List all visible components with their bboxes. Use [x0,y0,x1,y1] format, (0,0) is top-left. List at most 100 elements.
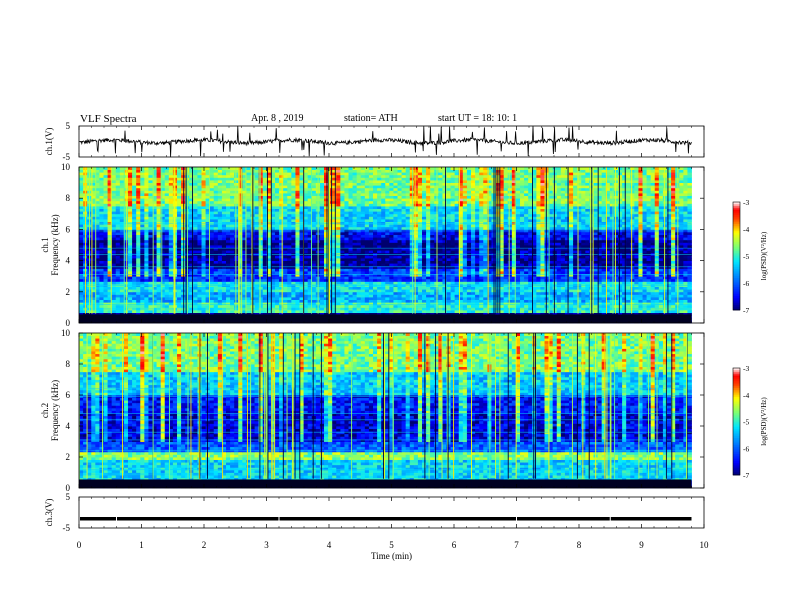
spectrogram-cell [279,286,284,290]
spectrogram-cell [601,278,607,282]
spectrogram-cell [507,242,513,246]
spectrogram-cell [197,242,202,246]
spectrogram-cell [487,273,492,277]
spectrogram-cell [336,302,341,306]
spectrogram-cell [226,281,231,285]
spectrogram-cell [389,310,394,313]
spectrogram-cell [324,299,329,303]
spectrogram-cell [275,245,280,248]
spectrogram-cell [115,268,121,272]
spectrogram-cell [107,265,113,269]
spectrogram-cell [364,245,370,248]
spectrogram-cell [230,265,235,269]
spectrogram-cell [201,268,206,272]
spectrogram-cell [324,242,329,246]
spectrogram-cell [442,297,447,300]
spectrogram-cell [597,312,603,316]
spectrogram-cell [499,250,505,254]
spectrogram-cell [91,302,96,306]
spectrogram-cell [283,268,288,272]
spectrogram-cell [262,310,268,313]
spectrogram-cell [397,273,402,277]
spectrogram-cell [662,245,668,248]
spectrogram-cell [507,302,513,306]
spectrogram-cell [438,271,443,274]
spectrogram-cell [524,263,529,267]
spectrogram-cell [91,237,96,241]
spectrogram-cell [540,299,545,303]
spectrogram-cell [426,273,431,277]
spectrogram-cell [462,302,468,306]
spectrogram-cell [552,291,558,295]
spectrogram-cell [679,260,684,264]
spectrogram-cell [266,281,272,285]
spectrogram-cell [156,265,162,269]
spectrogram-cell [119,291,125,295]
spectrogram-cell [291,271,296,274]
spectrogram-cell [540,289,545,293]
spectrogram-cell [430,263,435,267]
spectrogram-cell [234,265,239,269]
spectrogram-cell [242,302,247,306]
spectrogram-cell [279,299,284,303]
spectrogram-cell [654,312,660,316]
spectrogram-cell [450,312,456,316]
spectrogram-cell [650,281,656,285]
spectrogram-cell [364,271,370,274]
spectrogram-cell [140,291,145,295]
spectrogram-cell [205,281,211,285]
spectrogram-cell [340,312,345,316]
spectrogram-cell [618,258,623,261]
spectrogram-cell [556,263,562,267]
spectrogram-cell [597,250,603,254]
spectrogram-cell [609,299,615,303]
spectrogram-cell [446,312,451,316]
spectrogram-cell [360,239,366,243]
spectrogram-cell [340,265,345,269]
spectrogram-cell [552,299,558,303]
spectrogram-cell [242,278,247,282]
spectrogram-cell [413,247,419,251]
spectrogram-cell [160,263,166,267]
spectrogram-cell [356,297,362,300]
spectrogram-cell [217,276,223,280]
spectrogram-cell [201,258,206,261]
spectrogram-cell [201,276,206,280]
spectrogram-cell [646,268,652,272]
spectrogram-cell [295,268,300,272]
spectrogram-cell [205,299,211,303]
spectrogram-cell [242,245,247,248]
spectrogram-cell [217,258,223,261]
spectrogram-cell [307,299,313,303]
spectrogram-cell [401,268,407,272]
spectrogram-cell [140,250,145,254]
spectrogram-cell [201,247,206,251]
spectrogram-cell [438,245,443,248]
spectrogram-cell [344,263,349,267]
spectrogram-cell [401,297,407,300]
spectrogram-cell [287,276,292,280]
spectrogram-cell [552,304,558,308]
spectrogram-cell [103,310,108,313]
spectrogram-cell [226,291,231,295]
spectrogram-cell [103,286,108,290]
spectrogram-cell [413,304,419,308]
spectrogram-cell [426,242,431,246]
spectrogram-cell [569,268,574,272]
spectrogram-cell [132,289,137,293]
spectrogram-cell [246,271,251,274]
spectrogram-cell [209,271,215,274]
spectrogram-cell [479,273,484,277]
spectrogram-cell [434,286,439,290]
spectrogram-cell [307,260,313,264]
spectrogram-cell [560,297,566,300]
spectrogram-cell [515,250,521,254]
spectrogram-cell [524,278,529,282]
spectrogram-cell [683,263,688,267]
spectrogram-cell [667,245,672,248]
spectrogram-cell [319,255,325,259]
spectrogram-cell [160,276,166,280]
spectrogram-cell [336,276,341,280]
spectrogram-cell [246,265,251,269]
spectrogram-cell [328,294,333,298]
